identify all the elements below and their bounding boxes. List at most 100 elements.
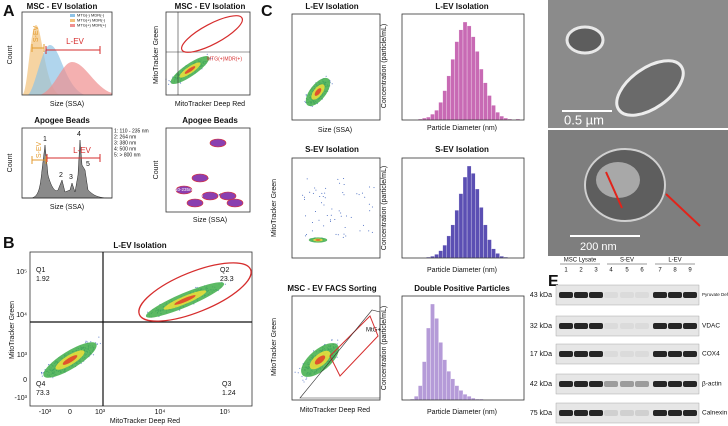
gate-label: S-EV xyxy=(36,142,43,159)
event-dot xyxy=(41,375,43,377)
histogram-curve xyxy=(22,139,113,199)
axis-label: Count xyxy=(153,161,160,180)
plot-title: MSC - EV Isolation xyxy=(175,2,246,11)
plot-title: MSC - EV FACS Sorting xyxy=(287,284,376,293)
protein-label: β-actin xyxy=(702,381,722,388)
band xyxy=(620,292,634,298)
gate-label: S-EV xyxy=(33,26,40,43)
axes xyxy=(401,295,525,401)
bead-cluster xyxy=(209,138,227,148)
histogram-bar xyxy=(454,41,460,121)
event-dot xyxy=(369,210,371,212)
histogram-bar xyxy=(438,342,443,401)
event-dot xyxy=(343,178,345,180)
quadrant-value: 23.3 xyxy=(220,276,234,283)
lane-label: 3 xyxy=(594,268,598,274)
event-dot xyxy=(330,214,332,216)
histogram-bar xyxy=(475,51,480,121)
blot-strip xyxy=(555,402,700,424)
density-core xyxy=(314,355,326,365)
band xyxy=(589,323,603,329)
histogram-bar xyxy=(450,224,456,259)
band xyxy=(683,292,697,298)
event-dot xyxy=(358,194,360,196)
histogram-bar xyxy=(442,90,447,121)
event-dot xyxy=(343,194,345,196)
event-dot xyxy=(371,206,373,208)
histogram-bar xyxy=(414,396,419,401)
y-tick-label: -10³ xyxy=(15,395,28,402)
event-dot xyxy=(325,75,327,77)
gate xyxy=(329,315,379,377)
density-core xyxy=(184,66,196,74)
event-dot xyxy=(337,234,339,236)
gate-label: MTG(+)MDR(+) xyxy=(207,56,242,62)
event-dot xyxy=(338,210,340,212)
band xyxy=(668,351,682,357)
event-dot xyxy=(304,101,307,104)
event-dot xyxy=(340,212,342,214)
event-dot xyxy=(324,197,326,199)
event-dot xyxy=(305,95,307,97)
kda-label: 75 kDa xyxy=(530,410,552,417)
legend-label: 2: 264 nm xyxy=(114,134,136,140)
event-dot xyxy=(371,231,373,233)
band xyxy=(635,292,649,298)
event-dot xyxy=(306,234,308,236)
event-dot xyxy=(195,286,197,289)
gate xyxy=(46,154,101,162)
quadrant-name: Q3 xyxy=(222,381,231,388)
blot-strip xyxy=(555,373,700,395)
band xyxy=(559,292,573,298)
band xyxy=(635,410,649,416)
density-core xyxy=(314,88,322,96)
histogram-bar xyxy=(434,318,439,401)
event-dot xyxy=(96,343,98,345)
y-tick-label: 10⁵ xyxy=(16,269,27,276)
histogram-bar xyxy=(470,173,476,259)
event-dot xyxy=(336,356,338,358)
band xyxy=(620,410,634,416)
axes xyxy=(165,127,251,213)
histogram-bar xyxy=(495,253,500,259)
kda-label: 32 kDa xyxy=(530,323,552,330)
event-dot xyxy=(179,82,182,84)
event-dot xyxy=(99,342,102,345)
axis-label: Size (SSA) xyxy=(193,217,227,224)
event-dot xyxy=(359,230,361,232)
event-dot xyxy=(302,379,304,381)
histogram-bar xyxy=(479,207,484,259)
event-dot xyxy=(339,182,341,184)
axis-label: Count xyxy=(7,46,14,65)
plot-title: L-EV Isolation xyxy=(435,2,488,11)
event-dot xyxy=(306,377,308,379)
band xyxy=(559,410,573,416)
event-dot xyxy=(294,371,296,373)
band xyxy=(604,381,618,387)
gate xyxy=(45,46,101,54)
blot-strip xyxy=(555,284,700,306)
event-dot xyxy=(368,203,370,205)
event-dot xyxy=(52,377,54,379)
bead-cluster xyxy=(175,185,193,195)
event-dot xyxy=(297,372,299,374)
event-dot xyxy=(48,363,50,366)
event-dot xyxy=(361,192,363,194)
event-dot xyxy=(373,187,375,189)
event-dot xyxy=(218,194,221,196)
axes xyxy=(401,13,525,121)
gate xyxy=(31,44,45,52)
band xyxy=(559,323,573,329)
lane-label: 9 xyxy=(688,268,692,274)
lane-label: 5 xyxy=(625,268,629,274)
event-dot xyxy=(343,233,345,235)
band xyxy=(653,292,667,298)
vesicle xyxy=(565,25,605,55)
plot-title: L-EV Isolation xyxy=(305,2,358,11)
gate-label: 880nm xyxy=(175,169,189,174)
histogram-bar xyxy=(479,68,484,121)
event-dot xyxy=(340,215,342,217)
legend-swatch xyxy=(70,14,75,17)
histogram-bar xyxy=(418,385,423,401)
